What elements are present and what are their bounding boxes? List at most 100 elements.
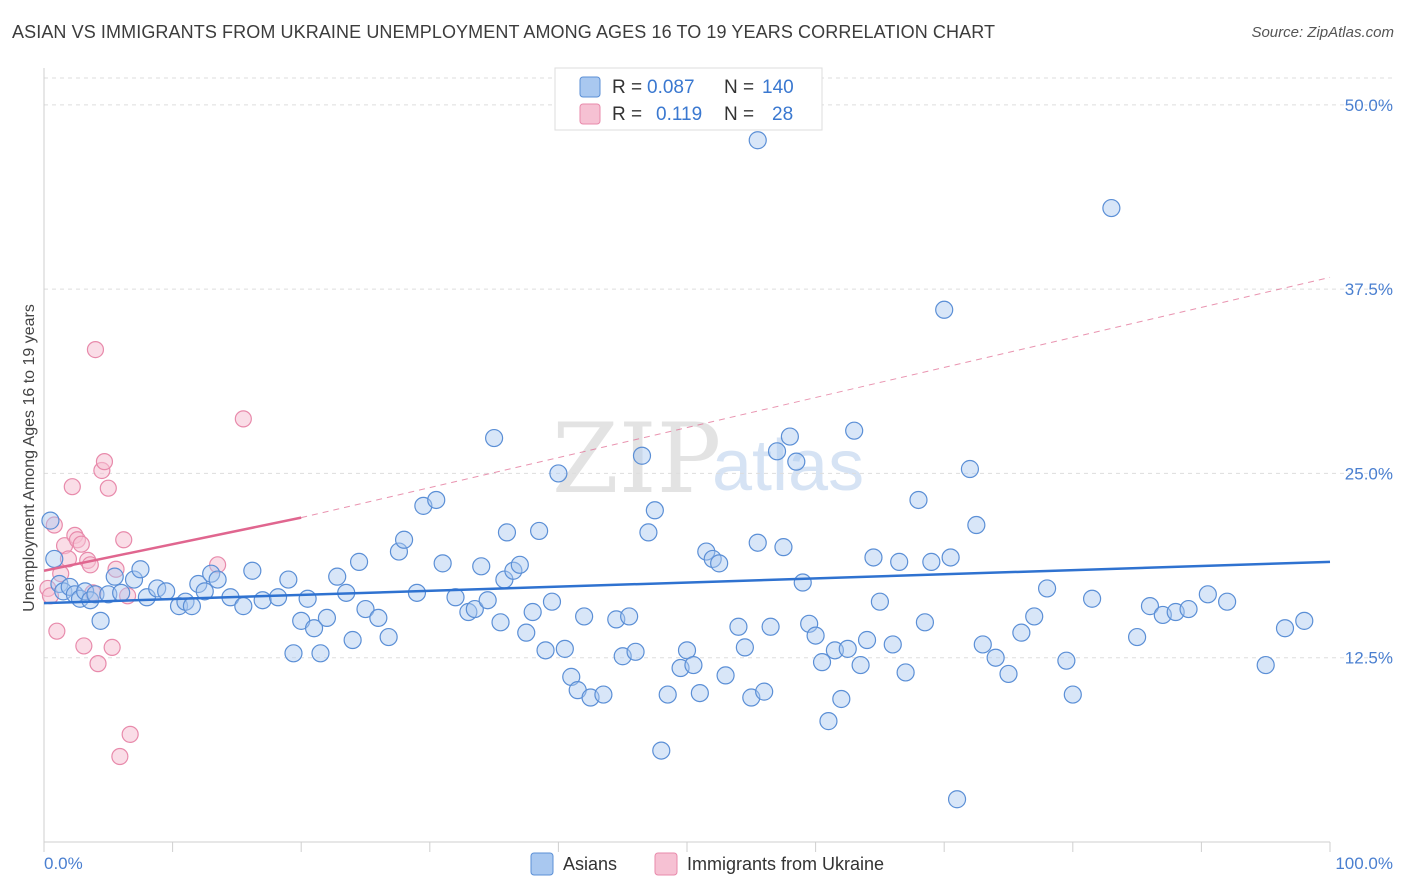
asian-point <box>851 655 870 675</box>
asian-point <box>268 588 288 607</box>
asian-point <box>774 538 793 557</box>
series-legend: Asians Immigrants from Ukraine <box>530 852 884 876</box>
asian-point <box>575 607 594 626</box>
chart-title: ASIAN VS IMMIGRANTS FROM UKRAINE UNEMPLO… <box>12 22 996 42</box>
asian-point <box>311 644 330 663</box>
asian-point <box>973 635 992 654</box>
asian-point <box>941 548 960 567</box>
ukraine-points <box>39 340 252 766</box>
x-ticks <box>43 842 1331 852</box>
asian-point <box>1025 607 1044 626</box>
asian-point <box>195 582 214 601</box>
asian-point <box>645 501 664 520</box>
asian-point <box>935 300 954 319</box>
asian-point <box>555 639 574 658</box>
asian-point <box>1140 597 1160 616</box>
asian-point <box>369 608 388 628</box>
asian-point <box>890 552 909 571</box>
asian-point <box>208 570 227 589</box>
asian-point <box>1082 589 1102 608</box>
asian-point <box>284 644 303 663</box>
asian-point <box>767 442 787 461</box>
asian-point <box>870 592 890 611</box>
asian-point <box>1275 619 1295 638</box>
asian-point <box>536 641 555 660</box>
asian-point <box>243 561 262 580</box>
asian-point <box>491 613 510 632</box>
asian-point <box>497 523 517 542</box>
asian-point <box>549 464 568 483</box>
watermark-zip: ZIP <box>552 403 721 515</box>
asian-point <box>845 421 864 440</box>
y-tick-labels: 12.5% 25.0% 37.5% 50.0% <box>1345 96 1393 668</box>
asian-point <box>124 570 144 589</box>
asian-point <box>76 582 95 601</box>
asian-point <box>594 685 613 704</box>
asian-point <box>748 533 767 552</box>
asian-point <box>472 557 491 576</box>
asian-point <box>253 591 272 610</box>
asian-point <box>328 567 347 586</box>
legend-ukraine-label: Immigrants from Ukraine <box>687 854 884 874</box>
asian-point <box>542 592 562 611</box>
ukraine-point <box>103 638 121 656</box>
asian-point <box>304 619 324 638</box>
asian-point <box>112 583 131 602</box>
asian-point <box>485 428 504 448</box>
asian-point <box>1198 585 1217 604</box>
asian-point <box>960 459 980 479</box>
asian-point <box>922 552 941 571</box>
asians-swatch <box>579 76 601 98</box>
asian-point <box>394 530 414 549</box>
ukraine-r-label: R = <box>612 104 642 125</box>
asian-point <box>761 617 780 636</box>
y-tick-label: 37.5% <box>1345 280 1393 299</box>
asian-point <box>909 490 928 510</box>
ukraine-point <box>107 560 125 578</box>
asian-point <box>857 630 877 650</box>
asian-point <box>832 689 851 709</box>
asian-point <box>710 554 729 573</box>
asian-point <box>1179 599 1198 619</box>
ukraine-point <box>99 479 117 497</box>
asian-point <box>45 549 64 569</box>
asian-point <box>189 574 208 594</box>
ukraine-swatch <box>579 103 601 125</box>
ukraine-point <box>95 453 114 471</box>
ukraine-point <box>75 637 93 655</box>
y-tick-label: 25.0% <box>1345 464 1393 483</box>
asian-point <box>1256 655 1275 675</box>
asian-point <box>883 635 902 654</box>
asian-point <box>1012 623 1031 642</box>
y-tick-label: 12.5% <box>1345 649 1393 668</box>
asian-point <box>356 599 375 619</box>
asian-point <box>800 614 819 633</box>
x-tick-label-min: 0.0% <box>44 854 83 873</box>
asian-point <box>433 554 452 573</box>
ukraine-point <box>63 478 81 496</box>
asian-point <box>787 452 806 471</box>
asian-point <box>864 548 883 567</box>
ukraine-n-value: 28 <box>772 104 793 125</box>
asian-point <box>86 585 105 604</box>
legend-asians-label: Asians <box>563 854 617 874</box>
asian-point <box>523 602 542 622</box>
asians-r-value: 0.087 <box>647 77 695 98</box>
asian-point <box>517 623 536 642</box>
asian-point <box>1063 685 1082 704</box>
asian-point <box>1218 592 1237 611</box>
legend-asians-swatch <box>530 852 554 876</box>
asian-point <box>1295 611 1314 630</box>
asian-point <box>806 626 825 645</box>
watermark-atlas: atlas <box>712 426 864 506</box>
asian-point <box>986 648 1005 667</box>
asian-point <box>639 523 658 542</box>
asian-point <box>1037 579 1057 598</box>
asian-point <box>999 664 1018 684</box>
asian-point <box>838 639 857 658</box>
asian-point <box>91 611 110 630</box>
asian-point <box>478 591 497 610</box>
asian-point <box>379 627 398 647</box>
legend-ukraine-swatch <box>654 852 678 876</box>
